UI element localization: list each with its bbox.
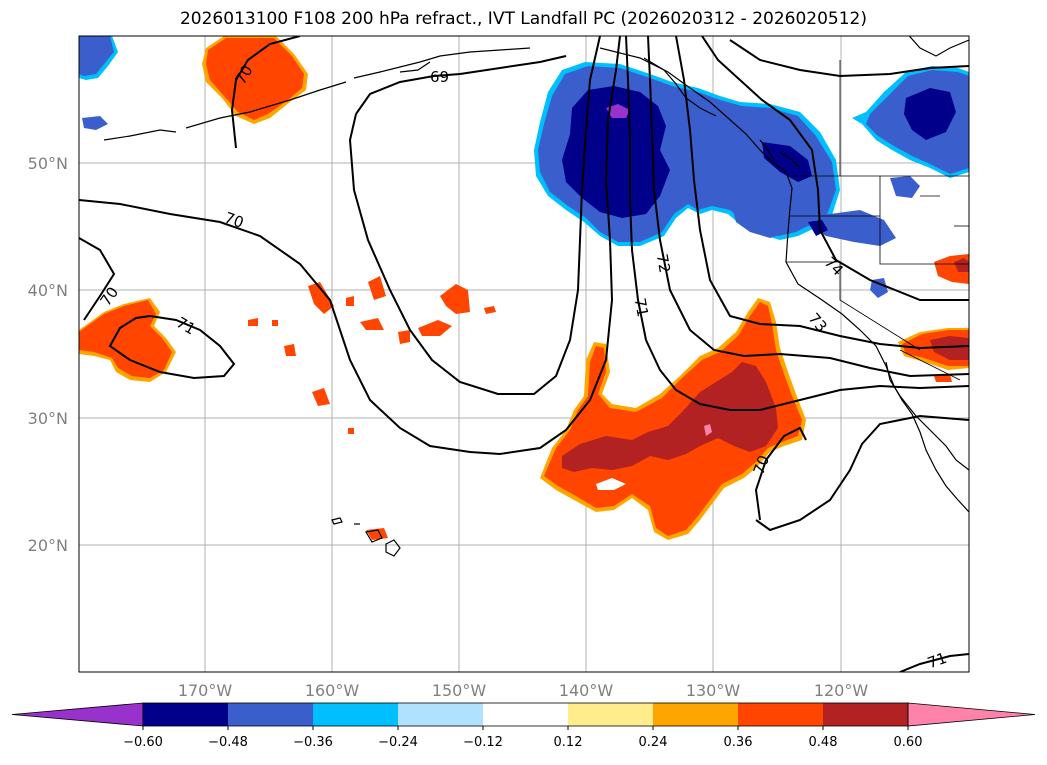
contour-label: 70 xyxy=(222,208,246,231)
colorbar xyxy=(11,702,1036,727)
coastlines xyxy=(103,36,969,513)
longitude-labels: 170°W 160°W 150°W 140°W 130°W 120°W xyxy=(178,681,869,700)
contour-73 xyxy=(675,36,969,350)
contour-label: 74 xyxy=(821,253,847,279)
contour-label: 70 xyxy=(96,283,122,309)
colorbar-segment xyxy=(483,703,568,726)
contour-70-north xyxy=(230,36,301,149)
positive-anomaly-east xyxy=(540,298,806,540)
contour-label: 71 xyxy=(173,313,199,338)
neg-region-strong xyxy=(562,86,670,218)
colorbar-segment xyxy=(823,703,908,726)
colorbar-tick-label: 0.24 xyxy=(639,735,668,750)
lat-label: 50°N xyxy=(28,154,68,173)
lat-label: 30°N xyxy=(28,409,68,428)
contour-71-se xyxy=(899,653,969,672)
negative-anomaly-northwest xyxy=(79,36,118,130)
neg-region-extreme xyxy=(606,104,630,118)
negative-anomaly-northeast xyxy=(852,66,969,198)
pos-region-gap xyxy=(596,478,626,490)
lon-label: 130°W xyxy=(686,681,741,700)
hawaii-islands xyxy=(331,517,401,557)
positive-anomaly-california xyxy=(898,254,969,382)
positive-anomaly-west xyxy=(79,276,496,540)
colorbar-tick-label: −0.48 xyxy=(208,735,248,750)
neg-region-strong-coast xyxy=(762,142,812,182)
contour-label: 70 xyxy=(750,453,773,477)
neg-region-small-1 xyxy=(870,278,888,298)
gridlines xyxy=(79,36,969,672)
lat-label: 40°N xyxy=(28,281,68,300)
contour-loop xyxy=(348,36,601,395)
colorbar-tick-label: 0.60 xyxy=(894,735,923,750)
negative-anomaly-north xyxy=(534,62,896,298)
map-title: 2026013100 F108 200 hPa refract., IVT La… xyxy=(179,9,867,29)
colorbar-segment xyxy=(228,703,313,726)
lon-label: 140°W xyxy=(559,681,614,700)
colorbar-arrow-left xyxy=(11,702,144,727)
contour-label: 71 xyxy=(631,296,652,318)
colorbar-tick-label: −0.60 xyxy=(123,735,163,750)
latitude-labels: 50°N 40°N 30°N 20°N xyxy=(28,154,68,555)
colorbar-segment xyxy=(568,703,653,726)
colorbar-tick-label: 0.12 xyxy=(554,735,583,750)
colorbar-tick-label: 0.48 xyxy=(809,735,838,750)
lon-label: 170°W xyxy=(178,681,233,700)
pos-region xyxy=(544,302,802,536)
neg-region-inland xyxy=(800,208,896,246)
contour-label: 72 xyxy=(653,252,674,274)
contour-70-se xyxy=(755,414,969,532)
contour-70-ne xyxy=(729,39,969,78)
colorbar-segment xyxy=(313,703,398,726)
colorbar-tick-label: −0.12 xyxy=(463,735,503,750)
contour-69 xyxy=(355,55,567,115)
contour-70-west xyxy=(79,36,621,456)
colorbar-segment xyxy=(738,703,823,726)
political-borders xyxy=(786,60,969,381)
colorbar-tick-label: 0.36 xyxy=(724,735,753,750)
colorbar-tick-label: −0.24 xyxy=(378,735,418,750)
neg-region-coast-sw xyxy=(732,198,790,238)
lon-label: 150°W xyxy=(432,681,487,700)
lon-label: 120°W xyxy=(814,681,869,700)
pos-region-strong xyxy=(562,362,778,472)
colorbar-tick-label: −0.36 xyxy=(293,735,333,750)
contour-72 xyxy=(625,36,969,411)
colorbar-ticks: −0.60 −0.48 −0.36 −0.24 −0.12 0.12 0.24 0.36 0.4… xyxy=(123,726,922,750)
colorbar-segment xyxy=(398,703,483,726)
contour-71-west xyxy=(108,314,236,380)
lat-label: 20°N xyxy=(28,536,68,555)
contour-71 xyxy=(79,237,116,321)
colorbar-segment xyxy=(143,703,228,726)
contour-74 xyxy=(701,36,969,301)
contour-label: 69 xyxy=(430,68,449,86)
contour-72b xyxy=(647,36,969,378)
contour-label: 71 xyxy=(925,649,949,672)
colorbar-outline xyxy=(142,702,909,727)
refractivity-contours xyxy=(79,36,969,672)
colorbar-segment xyxy=(653,703,738,726)
map-frame xyxy=(78,35,970,673)
lon-label: 160°W xyxy=(305,681,360,700)
neg-region-strong-inland xyxy=(808,220,828,236)
contour-70-east xyxy=(754,426,807,521)
pos-region-extreme xyxy=(704,424,712,436)
colorbar-arrow-right xyxy=(907,702,1036,727)
